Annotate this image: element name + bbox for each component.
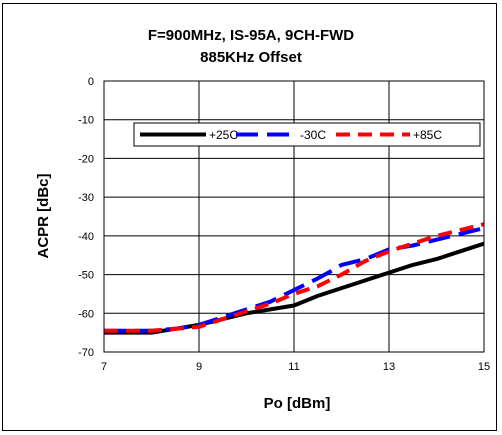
x-tick-label: 9 xyxy=(196,361,202,373)
legend-box xyxy=(133,122,481,147)
chart-subtitle: 885KHz Offset xyxy=(200,49,302,66)
x-tick-label: 11 xyxy=(288,361,299,373)
legend-label-2: +85C xyxy=(413,128,442,142)
y-tick-label: -70 xyxy=(78,347,94,359)
y-tick-label: -20 xyxy=(78,153,94,165)
y-tick-label: -60 xyxy=(78,308,94,320)
series-lines xyxy=(104,222,485,335)
y-tick-label: -50 xyxy=(78,270,94,282)
chart-title: F=900MHz, IS-95A, 9CH-FWD xyxy=(148,27,354,44)
y-tick-label: 0 xyxy=(88,76,94,88)
x-tick-label: 7 xyxy=(101,361,107,373)
x-tick-label: 15 xyxy=(478,361,490,373)
y-tick-label: -30 xyxy=(78,192,94,204)
legend-label-1: -30C xyxy=(300,128,326,142)
legend: +25C -30C +85C xyxy=(133,122,481,147)
y-tick-label: -40 xyxy=(78,231,94,243)
x-axis-label: Po [dBm] xyxy=(264,395,331,412)
series-line-2 xyxy=(104,222,485,333)
legend-label-0: +25C xyxy=(209,128,238,142)
plot-border xyxy=(103,80,485,353)
x-tick-label: 13 xyxy=(383,361,395,373)
y-tick-label: -10 xyxy=(78,115,94,127)
tick-labels: 7 9 11 13 15 0 -10 -20 -30 -40 -50 -60 -70 xyxy=(78,76,490,373)
y-axis-label: ACPR [dBc] xyxy=(35,173,52,258)
